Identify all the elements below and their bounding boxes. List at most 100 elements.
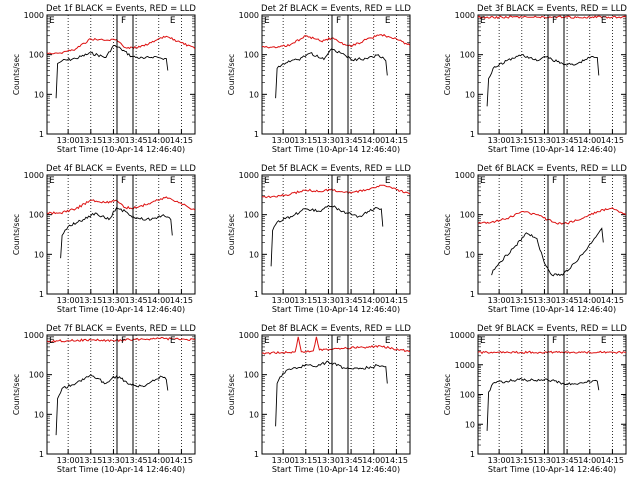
- y-tick-label: 10: [249, 90, 259, 99]
- chart-title: Det 6f BLACK = Events, RED = LLD: [477, 164, 627, 174]
- y-tick-label: 100: [460, 211, 475, 220]
- x-tick-label: 13:00: [488, 456, 511, 465]
- x-tick-label: 13:45: [125, 136, 148, 145]
- x-tick-label: 14:15: [170, 136, 193, 145]
- x-axis-label: Start Time (10-Apr-14 12:46:40): [272, 145, 400, 154]
- x-tick-label: 14:00: [147, 456, 170, 465]
- x-tick-label: 14:00: [578, 296, 601, 305]
- x-tick-label: 13:30: [317, 456, 340, 465]
- event-marker-label: E: [170, 336, 176, 346]
- event-marker-label: E: [385, 16, 391, 26]
- y-tick-label: 1: [254, 130, 259, 139]
- x-tick-label: 13:00: [272, 136, 295, 145]
- chart-panel-5: Det 5f BLACK = Events, RED = LLD 1 10 100 10…: [227, 164, 411, 314]
- y-tick-label: 1: [254, 450, 259, 459]
- y-tick-label: 1: [470, 290, 475, 299]
- y-tick-label: 100: [29, 371, 44, 380]
- event-marker-label: E: [264, 176, 270, 186]
- x-tick-label: 14:15: [601, 456, 624, 465]
- x-tick-label: 13:30: [533, 136, 556, 145]
- y-axis-label: Counts/sec: [12, 54, 21, 95]
- chart-title: Det 9f BLACK = Events, RED = LLD: [477, 324, 627, 334]
- plot-frame: [46, 334, 196, 455]
- chart-panel-2: Det 2f BLACK = Events, RED = LLD 1 10 100 10…: [227, 4, 411, 154]
- event-marker-label: F: [121, 176, 126, 186]
- y-tick-label: 1000: [24, 171, 44, 180]
- y-tick-label: 100: [244, 371, 259, 380]
- event-marker-label: E: [385, 336, 391, 346]
- chart-panel-1: Det 1f BLACK = Events, RED = LLD 1 10 100 10…: [12, 4, 196, 154]
- x-tick-label: 13:45: [125, 296, 148, 305]
- chart-title: Det 2f BLACK = Events, RED = LLD: [261, 4, 411, 14]
- chart-title: Det 7f BLACK = Events, RED = LLD: [46, 324, 196, 334]
- series-line-lld: [47, 35, 195, 55]
- y-tick-label: 1000: [239, 11, 259, 20]
- chart-title: Det 1f BLACK = Events, RED = LLD: [46, 4, 196, 14]
- series-line-lld: [478, 15, 626, 20]
- plot-frame: [261, 174, 411, 295]
- y-tick-label: 10: [465, 90, 475, 99]
- series-line-lld: [262, 184, 410, 199]
- x-tick-label: 13:45: [340, 296, 363, 305]
- y-axis-label: Counts/sec: [227, 54, 236, 95]
- y-tick-label: 1: [254, 290, 259, 299]
- y-tick-label: 1000: [24, 331, 44, 340]
- x-axis-label: Start Time (10-Apr-14 12:46:40): [272, 305, 400, 314]
- x-tick-label: 14:00: [362, 456, 385, 465]
- chart-panel-8: Det 8f BLACK = Events, RED = LLD 1 10 100 10…: [227, 324, 411, 474]
- plot-frame: [261, 334, 411, 455]
- event-marker-label: E: [170, 16, 176, 26]
- x-tick-label: 13:15: [294, 136, 317, 145]
- x-tick-label: 13:45: [340, 456, 363, 465]
- chart-panel-4: Det 4f BLACK = Events, RED = LLD 1 10 100 10…: [12, 164, 196, 314]
- y-tick-label: 10: [34, 410, 44, 419]
- event-marker-label: F: [121, 16, 126, 26]
- series-line-events: [55, 374, 169, 436]
- event-marker-label: E: [170, 176, 176, 186]
- y-axis-label: Counts/sec: [227, 374, 236, 415]
- series-line-lld: [47, 196, 195, 215]
- x-tick-label: 13:15: [79, 456, 102, 465]
- event-marker-label: E: [385, 176, 391, 186]
- chart-panel-9: Det 9f BLACK = Events, RED = LLD 1 10 100 10…: [443, 324, 627, 474]
- series-line-events: [270, 204, 384, 267]
- event-marker-label: F: [552, 336, 557, 346]
- x-tick-label: 14:00: [362, 136, 385, 145]
- y-tick-label: 100: [460, 391, 475, 400]
- x-tick-label: 13:00: [57, 296, 80, 305]
- event-marker-label: E: [49, 176, 55, 186]
- event-marker-label: F: [336, 16, 341, 26]
- series-line-events: [486, 377, 600, 431]
- y-tick-label: 100: [460, 51, 475, 60]
- plot-frame: [261, 14, 411, 135]
- y-tick-label: 100: [29, 211, 44, 220]
- y-axis-label: Counts/sec: [443, 214, 452, 255]
- x-tick-label: 13:15: [510, 136, 533, 145]
- x-tick-label: 13:45: [556, 296, 579, 305]
- x-tick-label: 13:00: [57, 456, 80, 465]
- y-tick-label: 1000: [239, 171, 259, 180]
- event-marker-label: E: [480, 16, 486, 26]
- x-tick-label: 13:45: [125, 456, 148, 465]
- event-marker-label: F: [121, 336, 126, 346]
- y-tick-label: 100: [244, 211, 259, 220]
- x-tick-label: 13:30: [317, 296, 340, 305]
- series-line-events: [55, 44, 169, 99]
- chart-title: Det 5f BLACK = Events, RED = LLD: [261, 164, 411, 174]
- event-marker-label: F: [552, 176, 557, 186]
- event-marker-label: E: [480, 176, 486, 186]
- chart-title: Det 3f BLACK = Events, RED = LLD: [477, 4, 627, 14]
- y-axis-label: Counts/sec: [12, 214, 21, 255]
- x-tick-label: 13:15: [294, 296, 317, 305]
- chart-title: Det 4f BLACK = Events, RED = LLD: [46, 164, 196, 174]
- event-marker-label: E: [49, 16, 55, 26]
- x-tick-label: 13:15: [510, 456, 533, 465]
- y-axis-label: Counts/sec: [443, 54, 452, 95]
- y-tick-label: 100: [244, 51, 259, 60]
- y-tick-label: 10: [34, 90, 44, 99]
- series-line-events: [275, 360, 388, 427]
- x-axis-label: Start Time (10-Apr-14 12:46:40): [488, 145, 616, 154]
- y-tick-label: 10: [34, 250, 44, 259]
- plot-frame: [477, 174, 627, 295]
